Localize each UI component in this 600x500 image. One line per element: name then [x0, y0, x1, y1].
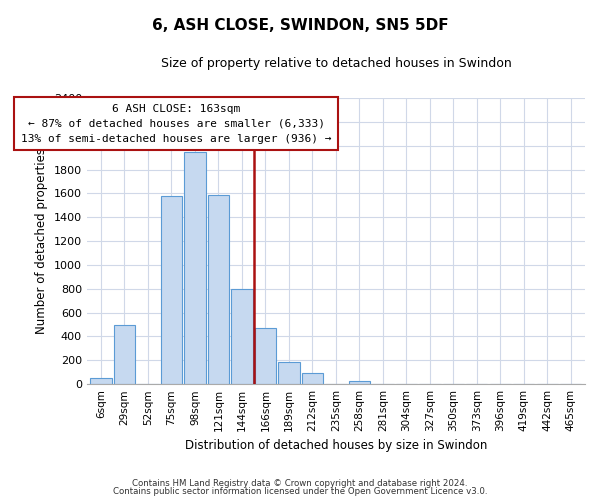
Text: Contains public sector information licensed under the Open Government Licence v3: Contains public sector information licen…: [113, 487, 487, 496]
Title: Size of property relative to detached houses in Swindon: Size of property relative to detached ho…: [161, 58, 511, 70]
Bar: [208, 194, 229, 384]
Bar: [91, 378, 112, 384]
Bar: [114, 324, 135, 384]
Bar: [278, 362, 299, 384]
Bar: [349, 380, 370, 384]
Bar: [302, 374, 323, 384]
Bar: [255, 328, 276, 384]
X-axis label: Distribution of detached houses by size in Swindon: Distribution of detached houses by size …: [185, 440, 487, 452]
Text: 6, ASH CLOSE, SWINDON, SN5 5DF: 6, ASH CLOSE, SWINDON, SN5 5DF: [152, 18, 448, 32]
Bar: [161, 196, 182, 384]
Y-axis label: Number of detached properties: Number of detached properties: [35, 148, 48, 334]
Bar: [232, 289, 253, 384]
Bar: [184, 152, 206, 384]
Text: Contains HM Land Registry data © Crown copyright and database right 2024.: Contains HM Land Registry data © Crown c…: [132, 478, 468, 488]
Text: 6 ASH CLOSE: 163sqm
← 87% of detached houses are smaller (6,333)
13% of semi-det: 6 ASH CLOSE: 163sqm ← 87% of detached ho…: [21, 104, 331, 144]
